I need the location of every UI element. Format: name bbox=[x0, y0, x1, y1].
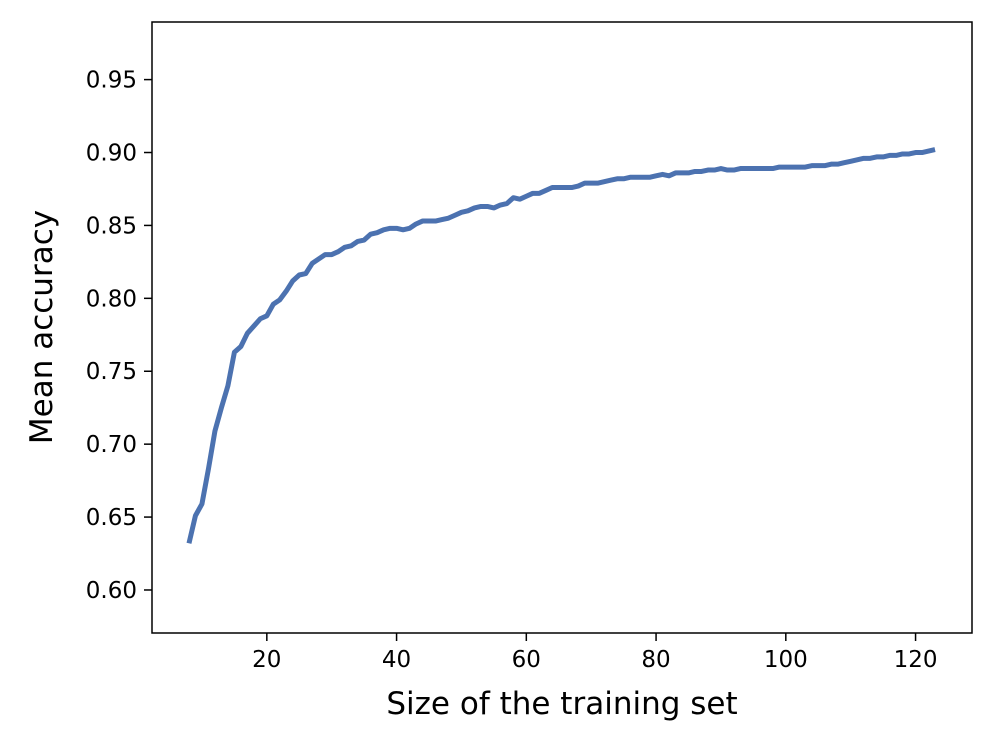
y-tick-label: 0.60 bbox=[86, 578, 137, 604]
x-axis-label: Size of the training set bbox=[386, 686, 737, 722]
y-tick-label: 0.65 bbox=[86, 505, 137, 531]
x-tick-label: 100 bbox=[764, 647, 808, 673]
y-axis-ticks: 0.60 0.65 0.70 0.75 0.80 0.85 0.90 0.95 bbox=[86, 68, 152, 604]
axes-frame bbox=[151, 21, 973, 634]
y-tick-label: 0.80 bbox=[86, 286, 137, 312]
x-tick-label: 120 bbox=[894, 647, 938, 673]
y-tick-label: 0.95 bbox=[86, 68, 137, 94]
plot-area bbox=[186, 147, 936, 544]
x-tick-label: 20 bbox=[252, 647, 281, 673]
x-tick-label: 60 bbox=[512, 647, 541, 673]
x-tick-label: 80 bbox=[641, 647, 670, 673]
y-tick-label: 0.70 bbox=[86, 432, 137, 458]
y-axis-label: Mean accuracy bbox=[24, 210, 60, 444]
y-tick-label: 0.85 bbox=[86, 213, 137, 239]
y-tick-label: 0.75 bbox=[86, 359, 137, 385]
x-axis-ticks: 20 40 60 80 100 120 bbox=[252, 633, 938, 673]
y-tick-label: 0.90 bbox=[86, 141, 137, 167]
x-tick-label: 40 bbox=[382, 647, 411, 673]
series-line-0 bbox=[186, 147, 936, 544]
